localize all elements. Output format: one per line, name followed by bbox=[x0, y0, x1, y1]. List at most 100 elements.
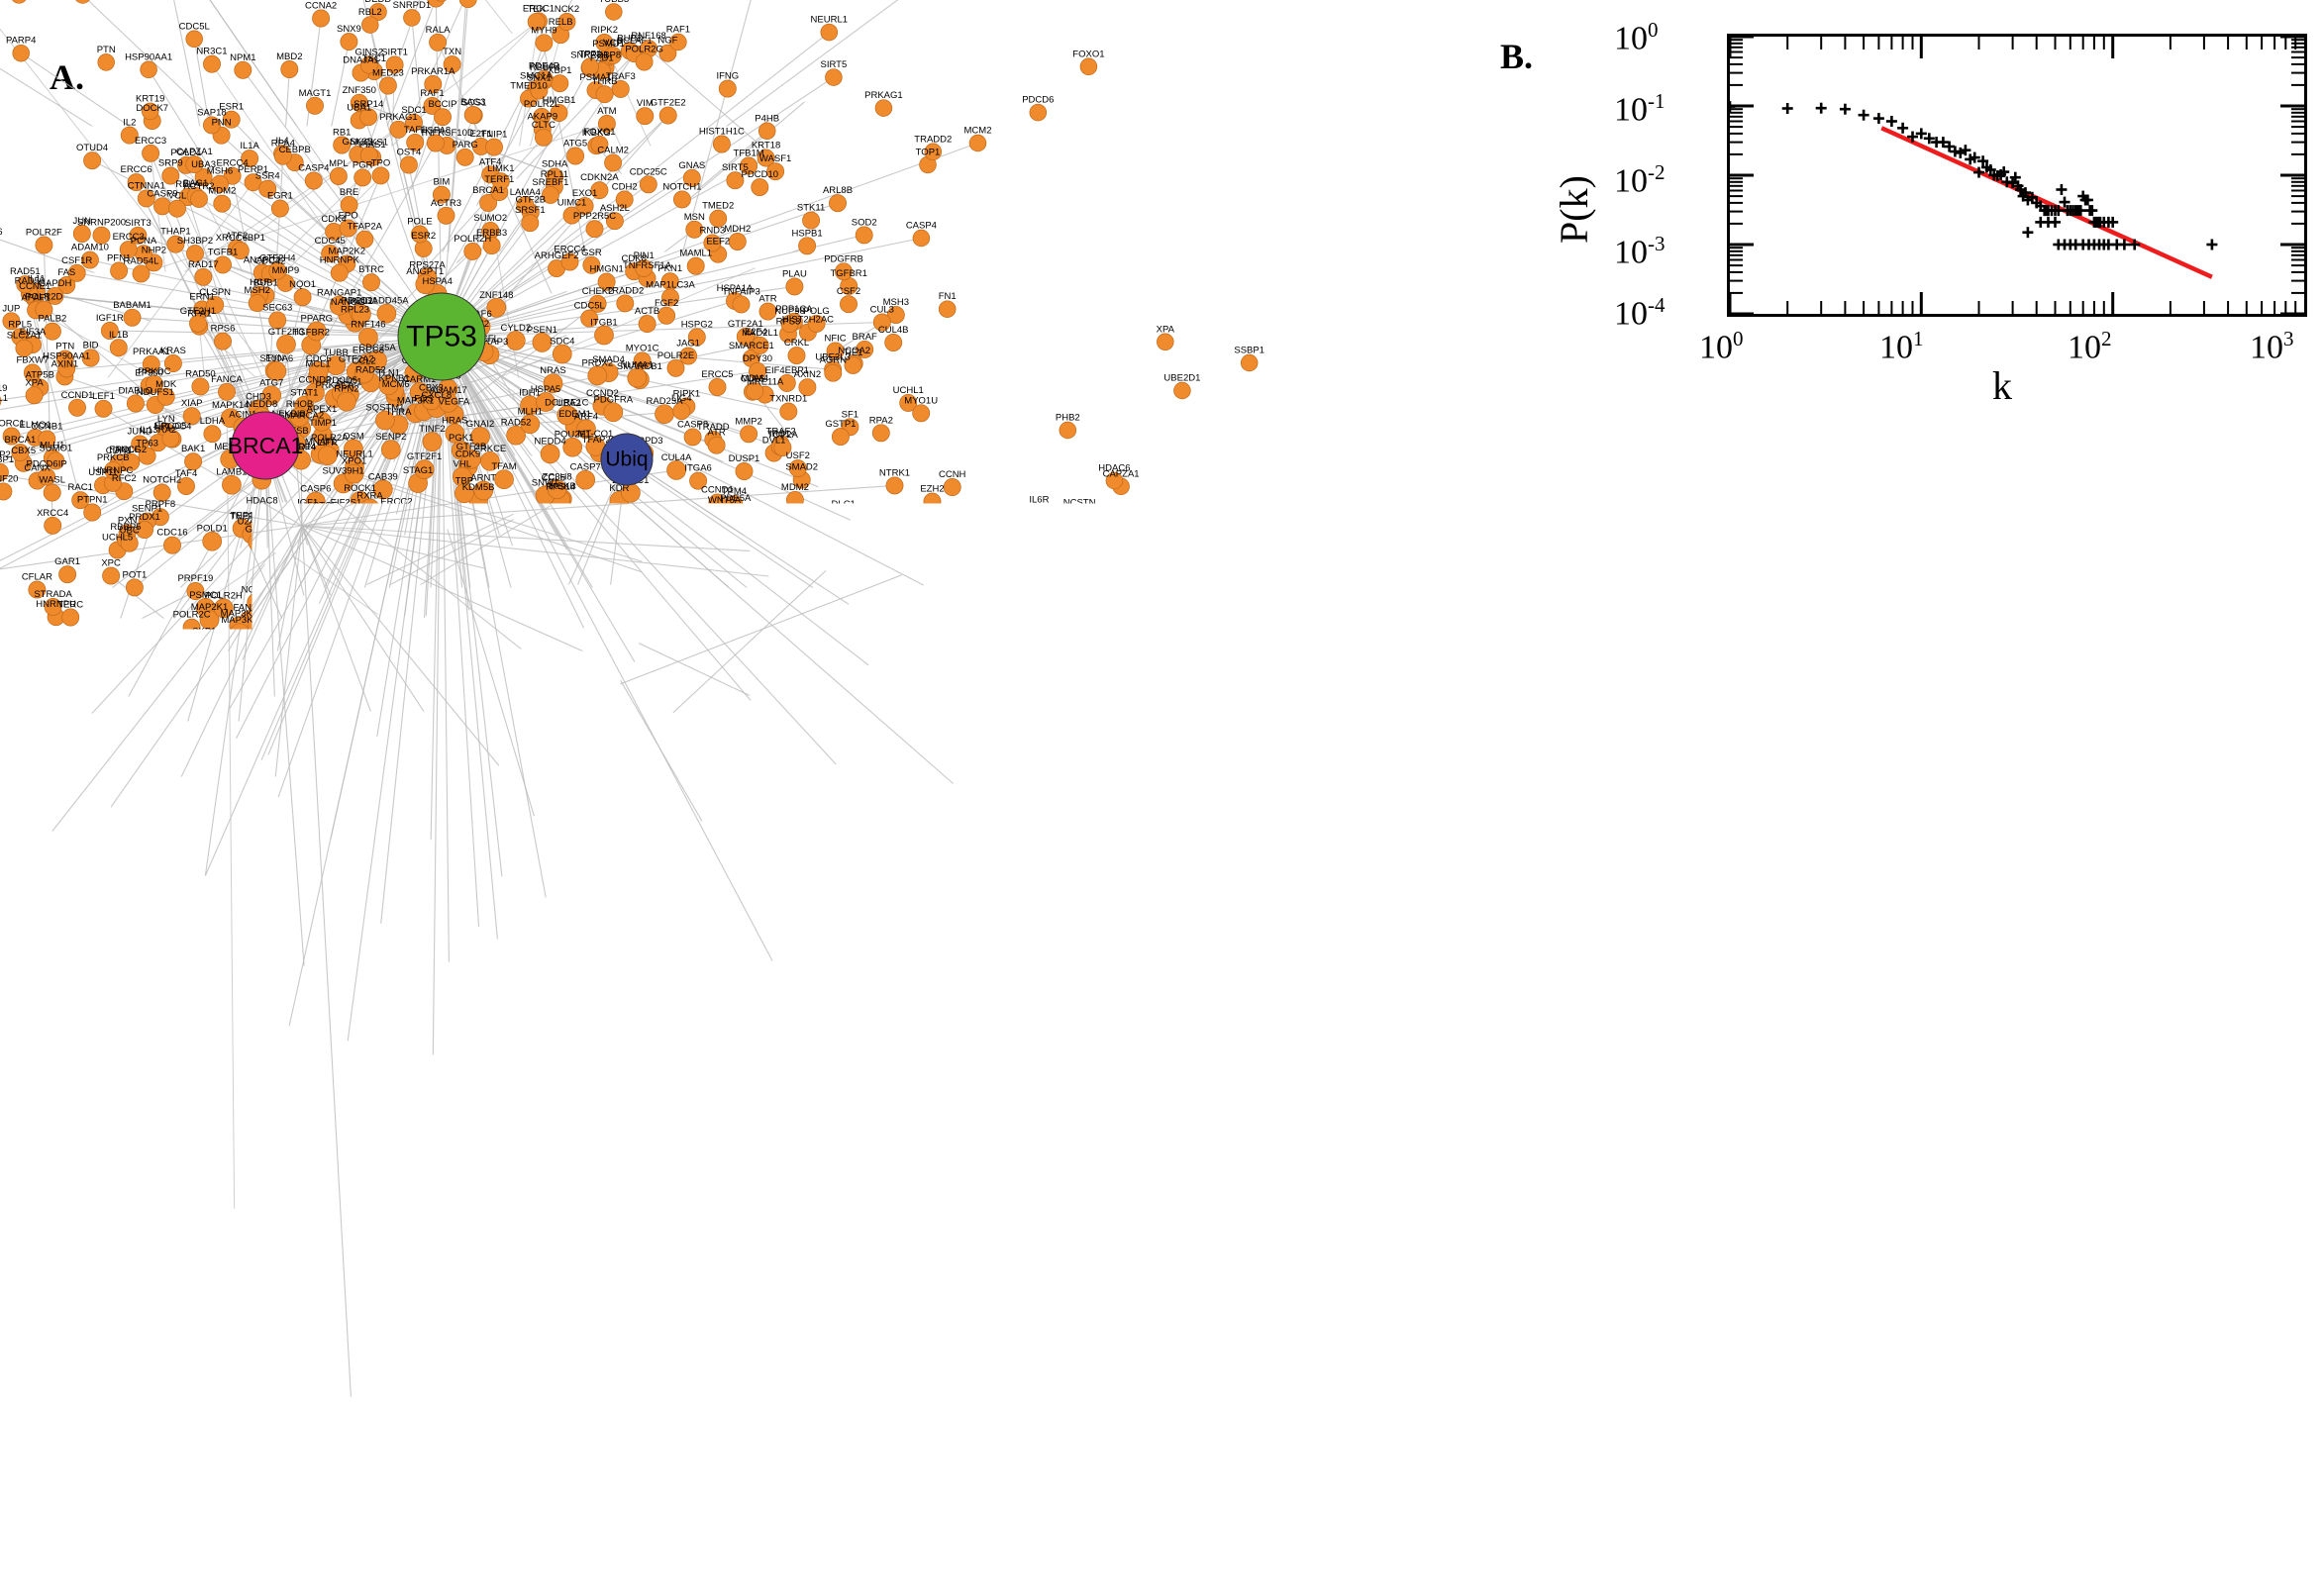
network-node[interactable] bbox=[816, 678, 833, 695]
network-node[interactable] bbox=[659, 107, 676, 124]
network-node[interactable] bbox=[372, 167, 389, 184]
network-node[interactable] bbox=[68, 399, 85, 416]
network-node[interactable] bbox=[184, 763, 201, 780]
network-node[interactable] bbox=[235, 61, 252, 78]
network-node[interactable] bbox=[280, 655, 299, 674]
network-node[interactable] bbox=[31, 854, 48, 871]
network-node[interactable] bbox=[886, 477, 903, 494]
network-node[interactable] bbox=[640, 965, 656, 982]
network-node[interactable] bbox=[909, 803, 926, 820]
network-node[interactable] bbox=[374, 972, 391, 989]
network-node[interactable] bbox=[98, 54, 115, 71]
network-node[interactable] bbox=[760, 906, 777, 923]
network-node[interactable] bbox=[608, 839, 625, 855]
network-node[interactable] bbox=[1071, 507, 1088, 524]
network-node[interactable] bbox=[763, 837, 780, 853]
network-node[interactable] bbox=[464, 243, 481, 259]
network-node[interactable] bbox=[0, 1025, 13, 1042]
network-node[interactable] bbox=[541, 445, 559, 463]
network-node[interactable] bbox=[761, 1036, 778, 1052]
network-node[interactable] bbox=[91, 854, 108, 871]
network-node[interactable] bbox=[553, 913, 569, 930]
network-node[interactable] bbox=[656, 405, 674, 424]
network-node[interactable] bbox=[413, 717, 432, 736]
network-node[interactable] bbox=[168, 200, 185, 217]
network-node[interactable] bbox=[208, 747, 225, 763]
network-node[interactable] bbox=[555, 625, 573, 644]
network-node[interactable] bbox=[878, 625, 895, 642]
network-node[interactable] bbox=[464, 106, 481, 123]
network-node[interactable] bbox=[825, 364, 842, 381]
network-node[interactable] bbox=[90, 740, 107, 756]
network-node[interactable] bbox=[919, 938, 936, 954]
network-node[interactable] bbox=[330, 167, 347, 184]
network-node[interactable] bbox=[243, 1050, 259, 1067]
network-node[interactable] bbox=[11, 0, 28, 3]
network-node[interactable] bbox=[346, 1310, 362, 1327]
network-node[interactable] bbox=[696, 855, 713, 872]
network-node[interactable] bbox=[495, 470, 514, 489]
network-node[interactable] bbox=[415, 1389, 432, 1406]
network-node[interactable] bbox=[733, 296, 750, 313]
network-node[interactable] bbox=[709, 378, 726, 395]
network-node[interactable] bbox=[506, 332, 525, 350]
network-node[interactable] bbox=[598, 775, 615, 792]
network-node[interactable] bbox=[218, 383, 235, 400]
network-node[interactable] bbox=[379, 77, 396, 94]
network-node[interactable] bbox=[351, 876, 367, 893]
network-node[interactable] bbox=[1081, 584, 1098, 601]
network-node[interactable] bbox=[819, 1219, 836, 1236]
network-node[interactable] bbox=[95, 400, 112, 417]
network-node[interactable] bbox=[124, 706, 141, 723]
network-node[interactable] bbox=[738, 889, 755, 906]
network-node[interactable] bbox=[195, 268, 212, 285]
network-node[interactable] bbox=[310, 594, 329, 613]
network-node[interactable] bbox=[915, 576, 932, 593]
network-node[interactable] bbox=[489, 756, 508, 775]
network-node[interactable] bbox=[245, 1242, 261, 1258]
network-node[interactable] bbox=[687, 257, 704, 274]
network-node[interactable] bbox=[304, 708, 323, 727]
network-node[interactable] bbox=[70, 849, 87, 866]
network-node[interactable] bbox=[125, 1046, 142, 1062]
network-node[interactable] bbox=[658, 894, 675, 911]
network-node[interactable] bbox=[1084, 545, 1101, 561]
network-node[interactable] bbox=[847, 923, 863, 940]
network-node[interactable] bbox=[84, 504, 101, 521]
network-node[interactable] bbox=[596, 86, 613, 103]
network-node[interactable] bbox=[717, 947, 734, 963]
network-node[interactable] bbox=[774, 1147, 791, 1163]
network-node[interactable] bbox=[925, 840, 942, 856]
network-node[interactable] bbox=[313, 10, 330, 27]
network-node[interactable] bbox=[885, 334, 902, 350]
network-node[interactable] bbox=[1271, 600, 1288, 617]
network-node[interactable] bbox=[535, 129, 552, 146]
network-node[interactable] bbox=[667, 359, 684, 376]
network-node[interactable] bbox=[318, 447, 337, 465]
network-node[interactable] bbox=[36, 237, 52, 253]
network-node[interactable] bbox=[924, 493, 941, 510]
network-node[interactable] bbox=[400, 156, 417, 173]
network-node[interactable] bbox=[36, 937, 52, 953]
network-node[interactable] bbox=[294, 289, 311, 306]
network-node[interactable] bbox=[84, 152, 101, 169]
network-node[interactable] bbox=[340, 1033, 356, 1049]
network-node[interactable] bbox=[112, 1140, 129, 1156]
network-node[interactable] bbox=[627, 762, 644, 779]
network-node[interactable] bbox=[1147, 937, 1163, 953]
network-node[interactable] bbox=[553, 345, 571, 363]
network-node[interactable] bbox=[381, 441, 400, 459]
network-node[interactable] bbox=[786, 491, 803, 508]
network-node[interactable] bbox=[465, 982, 482, 999]
network-node[interactable] bbox=[617, 295, 634, 312]
network-node[interactable] bbox=[523, 636, 542, 654]
network-node[interactable] bbox=[15, 804, 32, 821]
network-node[interactable] bbox=[504, 1091, 521, 1108]
network-node[interactable] bbox=[222, 475, 241, 494]
network-node[interactable] bbox=[163, 537, 180, 553]
network-node[interactable] bbox=[905, 696, 922, 713]
network-node[interactable] bbox=[404, 10, 421, 27]
network-node[interactable] bbox=[788, 348, 805, 364]
network-node[interactable] bbox=[1174, 382, 1191, 399]
network-node[interactable] bbox=[433, 1004, 450, 1021]
